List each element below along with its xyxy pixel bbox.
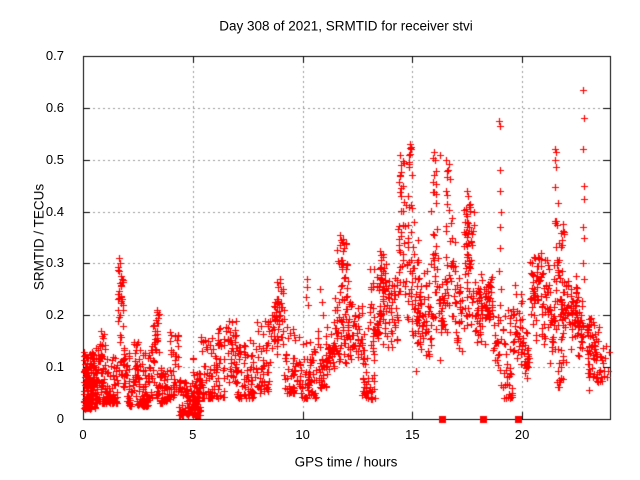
- y-tick-label: 0.1: [45, 359, 64, 375]
- y-tick-label: 0.5: [45, 151, 64, 167]
- x-axis-label: GPS time / hours: [294, 454, 398, 470]
- y-tick-label: 0.3: [45, 255, 64, 271]
- y-tick-label: 0.7: [45, 48, 64, 63]
- y-tick-label: 0: [56, 411, 64, 426]
- y-tick-label: 0.4: [45, 203, 64, 219]
- x-tick-label: 20: [514, 427, 530, 442]
- y-axis-label: SRMTID / TECUs: [31, 183, 47, 291]
- chart-title: Day 308 of 2021, SRMTID for receiver stv…: [219, 18, 473, 34]
- y-tick-label: 0.6: [45, 99, 64, 115]
- x-tick-label: 5: [189, 427, 197, 442]
- x-tick-label: 0: [79, 427, 87, 442]
- x-tick-label: 15: [405, 427, 420, 442]
- x-tick-label: 10: [295, 427, 310, 442]
- y-tick-label: 0.2: [45, 307, 64, 323]
